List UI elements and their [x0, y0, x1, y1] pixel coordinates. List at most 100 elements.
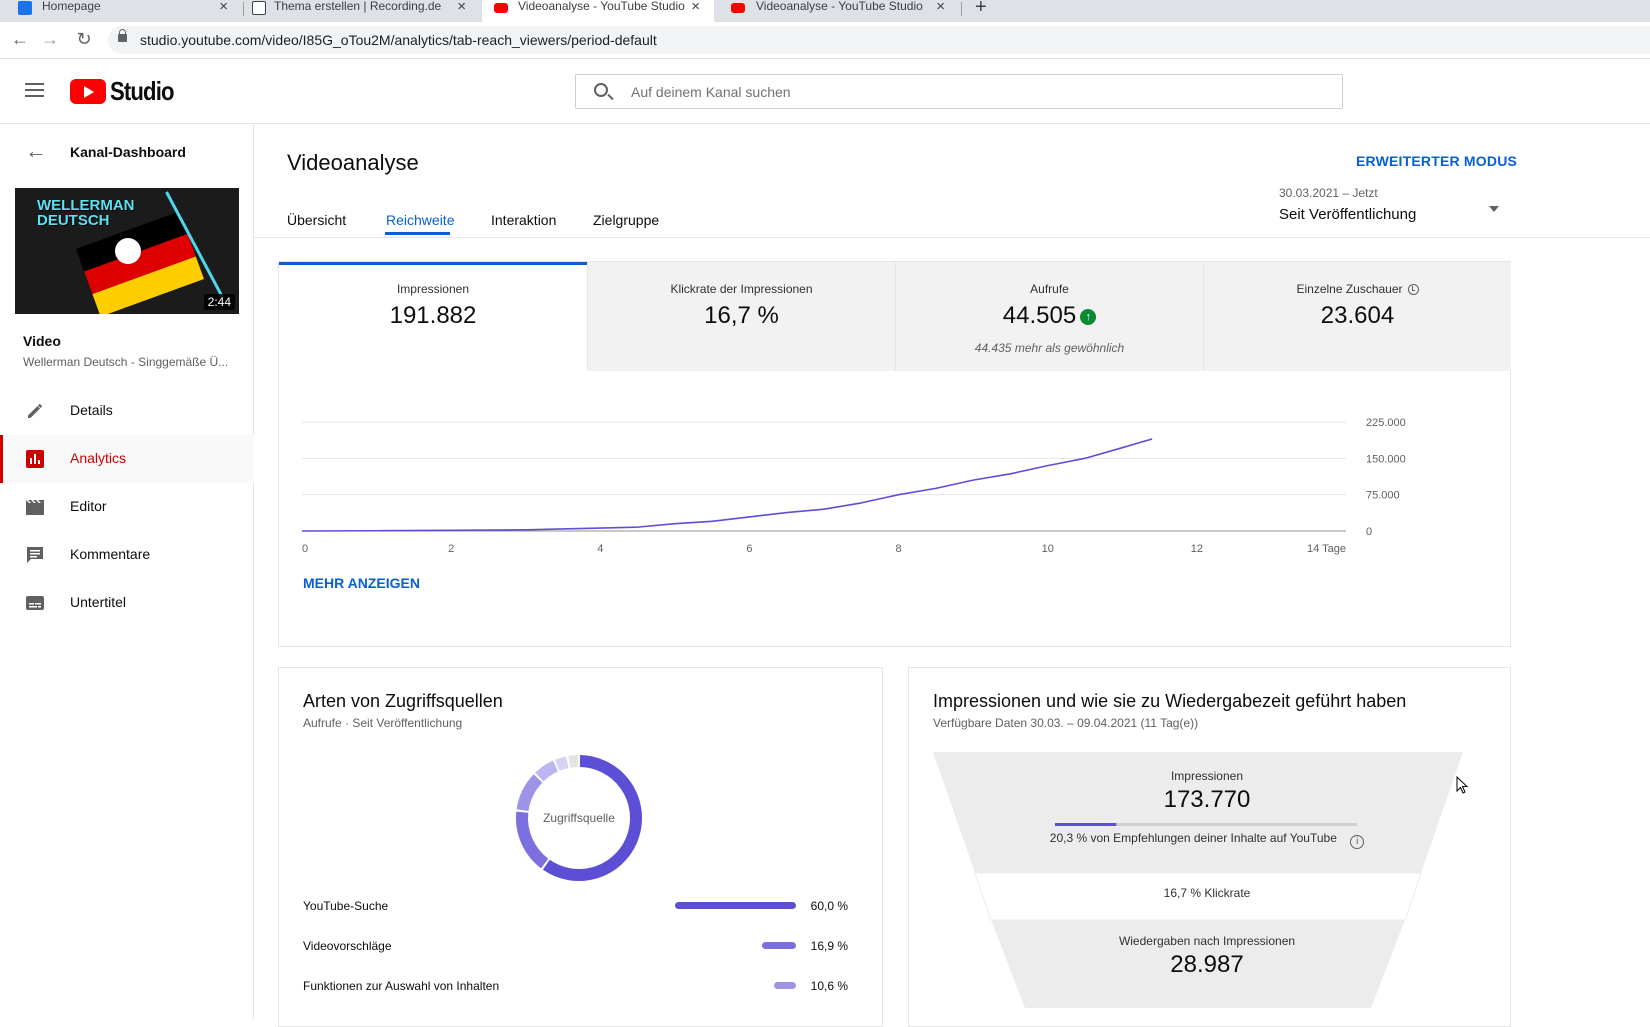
metric-views[interactable]: Aufrufe 44.505 ↑ 44.435 mehr als gewöhnli…	[895, 262, 1203, 371]
browser-tab[interactable]: Videoanalyse - YouTube Studio ×	[716, 0, 959, 22]
y-tick-label: 75.000	[1366, 490, 1400, 502]
thumbnail-title: WELLERMAN DEUTSCH	[37, 197, 135, 229]
close-icon[interactable]: ×	[936, 0, 945, 15]
back-arrow-icon[interactable]: ←	[11, 29, 29, 49]
subtitles-icon	[26, 596, 44, 610]
metric-note: 44.435 mehr als gewöhnlich	[974, 341, 1125, 355]
period-selector[interactable]: 30.03.2021 – Jetzt Seit Veröffentlichung	[1279, 186, 1501, 232]
donut-segment	[542, 755, 642, 881]
sidebar-item-details[interactable]: Details	[0, 387, 254, 435]
traffic-row[interactable]: YouTube-Suche 60,0 %	[303, 897, 848, 917]
comment-icon	[27, 547, 43, 563]
metric-value: 191.882	[389, 302, 477, 329]
period-value: Seit Veröffentlichung	[1279, 206, 1417, 223]
traffic-row-label: Videovorschläge	[303, 939, 392, 953]
close-icon[interactable]: ×	[219, 0, 228, 15]
logo-text: Studio	[110, 75, 174, 106]
metric-unique-viewers[interactable]: Einzelne Zuschauer 23.604	[1203, 262, 1511, 371]
donut-segment	[516, 774, 543, 812]
tab-engagement[interactable]: Interaktion	[491, 212, 557, 228]
channel-search[interactable]	[575, 74, 1343, 109]
impressions-funnel-card: Impressionen und wie sie zu Wiedergabeze…	[908, 667, 1511, 1027]
traffic-row[interactable]: Videovorschläge 16,9 %	[303, 937, 848, 957]
address-bar: ← → ↻ studio.youtube.com/video/I85G_oTou…	[0, 22, 1650, 59]
sidebar-item-analytics[interactable]: Analytics	[0, 435, 254, 483]
y-tick-label: 150.000	[1366, 453, 1406, 465]
funnel-ctr-note: 16,7 % Klickrate	[1163, 886, 1251, 900]
back-label: Kanal-Dashboard	[70, 144, 186, 160]
x-tick-label: 14 Tage	[1307, 543, 1346, 555]
browser-tab-active[interactable]: Videoanalyse - YouTube Studio ×	[482, 0, 714, 22]
metric-label: Impressionen	[396, 282, 470, 296]
channel-dashboard-link[interactable]: ← Kanal-Dashboard	[0, 134, 254, 170]
sidebar: ← Kanal-Dashboard WELLERMAN DEUTSCH 2:44…	[0, 124, 254, 1019]
metric-label-wrap: Einzelne Zuschauer	[1204, 282, 1511, 296]
clock-icon	[1407, 284, 1419, 295]
back-arrow-icon[interactable]: ←	[25, 138, 47, 163]
studio-logo[interactable]: Studio	[70, 75, 185, 106]
video-thumbnail[interactable]: WELLERMAN DEUTSCH 2:44	[15, 188, 239, 314]
x-tick-label: 10	[1042, 543, 1054, 555]
sidebar-item-editor[interactable]: Editor	[0, 483, 254, 531]
up-arrow-icon: ↑	[1080, 309, 1097, 325]
video-title: Wellerman Deutsch - Singgemäße Ü...	[23, 355, 229, 369]
donut-segment	[568, 755, 579, 768]
advanced-mode-button[interactable]: ERWEITERTER MODUS	[1356, 153, 1518, 169]
skull-icon	[115, 238, 141, 264]
youtube-favicon-icon	[494, 3, 508, 13]
search-input[interactable]	[631, 75, 1331, 108]
reload-icon[interactable]: ↻	[76, 29, 92, 49]
recommendation-bar-fill	[1055, 823, 1117, 826]
funnel-recommendation-row: 20,3 % von Empfehlungen deiner Inhalte a…	[933, 831, 1481, 849]
x-tick-label: 12	[1191, 543, 1203, 555]
metric-value-wrap: 44.505 ↑	[896, 302, 1203, 330]
metric-value: 44.505	[1002, 302, 1077, 329]
url-field[interactable]: studio.youtube.com/video/I85G_oTou2M/ana…	[108, 26, 1650, 54]
forward-arrow-icon[interactable]: →	[41, 29, 59, 49]
impressions-series-line	[301, 438, 1153, 532]
tab-audience[interactable]: Zielgruppe	[593, 212, 660, 228]
new-tab-icon[interactable]: +	[975, 0, 987, 18]
traffic-row-label: YouTube-Suche	[303, 899, 389, 913]
period-range: 30.03.2021 – Jetzt	[1279, 186, 1378, 200]
sidebar-item-label: Analytics	[70, 450, 127, 466]
video-label: Video	[23, 333, 61, 349]
traffic-row-value: 16,9 %	[810, 939, 848, 953]
close-icon[interactable]: ×	[691, 0, 700, 15]
traffic-row-value: 60,0 %	[810, 899, 848, 913]
info-icon[interactable]: i	[1350, 835, 1365, 849]
tab-overview[interactable]: Übersicht	[287, 212, 347, 228]
donut-label: Zugriffsquelle	[543, 811, 615, 825]
metric-impressions[interactable]: Impressionen 191.882	[279, 262, 587, 371]
clapperboard-icon	[26, 500, 44, 515]
search-icon[interactable]	[594, 83, 608, 97]
browser-tab[interactable]: Homepage ×	[0, 0, 242, 22]
browser-tab[interactable]: Thema erstellen | Recording.de ×	[244, 0, 480, 22]
y-tick-label: 0	[1366, 526, 1372, 538]
x-tick-label: 0	[302, 543, 308, 555]
funnel-stage-views	[991, 920, 1405, 1008]
show-more-button[interactable]: MEHR ANZEIGEN	[303, 575, 420, 591]
card-title: Impressionen und wie sie zu Wiedergabeze…	[933, 691, 1407, 711]
sidebar-item-subtitles[interactable]: Untertitel	[0, 579, 254, 627]
sidebar-item-comments[interactable]: Kommentare	[0, 531, 254, 579]
metric-value: 16,7 %	[704, 302, 779, 329]
funnel-stage-impressions	[933, 752, 1463, 873]
metric-ctr[interactable]: Klickrate der Impressionen 16,7 %	[587, 262, 895, 371]
hamburger-menu-icon[interactable]	[25, 83, 44, 97]
traffic-row[interactable]: Funktionen zur Auswahl von Inhalten 10,6…	[303, 977, 848, 997]
browser-tab-bar: Homepage × Thema erstellen | Recording.d…	[0, 0, 1650, 22]
close-icon[interactable]: ×	[457, 0, 466, 15]
funnel-views-value: 28.987	[1170, 951, 1244, 978]
traffic-row-bar	[774, 982, 796, 989]
x-tick-label: 4	[597, 543, 603, 555]
metric-label: Einzelne Zuschauer	[1296, 282, 1403, 296]
funnel-impressions-label: Impressionen	[1170, 769, 1244, 783]
x-tick-label: 6	[746, 543, 752, 555]
funnel-views-label: Wiedergaben nach Impressionen	[1118, 934, 1296, 948]
sidebar-item-label: Editor	[70, 498, 107, 514]
studio-header: Studio	[0, 59, 1650, 124]
traffic-sources-card: Arten von Zugriffsquellen Aufrufe · Seit…	[278, 667, 883, 1027]
tab-reach[interactable]: Reichweite	[386, 212, 455, 228]
traffic-row-value: 10,6 %	[810, 979, 848, 993]
